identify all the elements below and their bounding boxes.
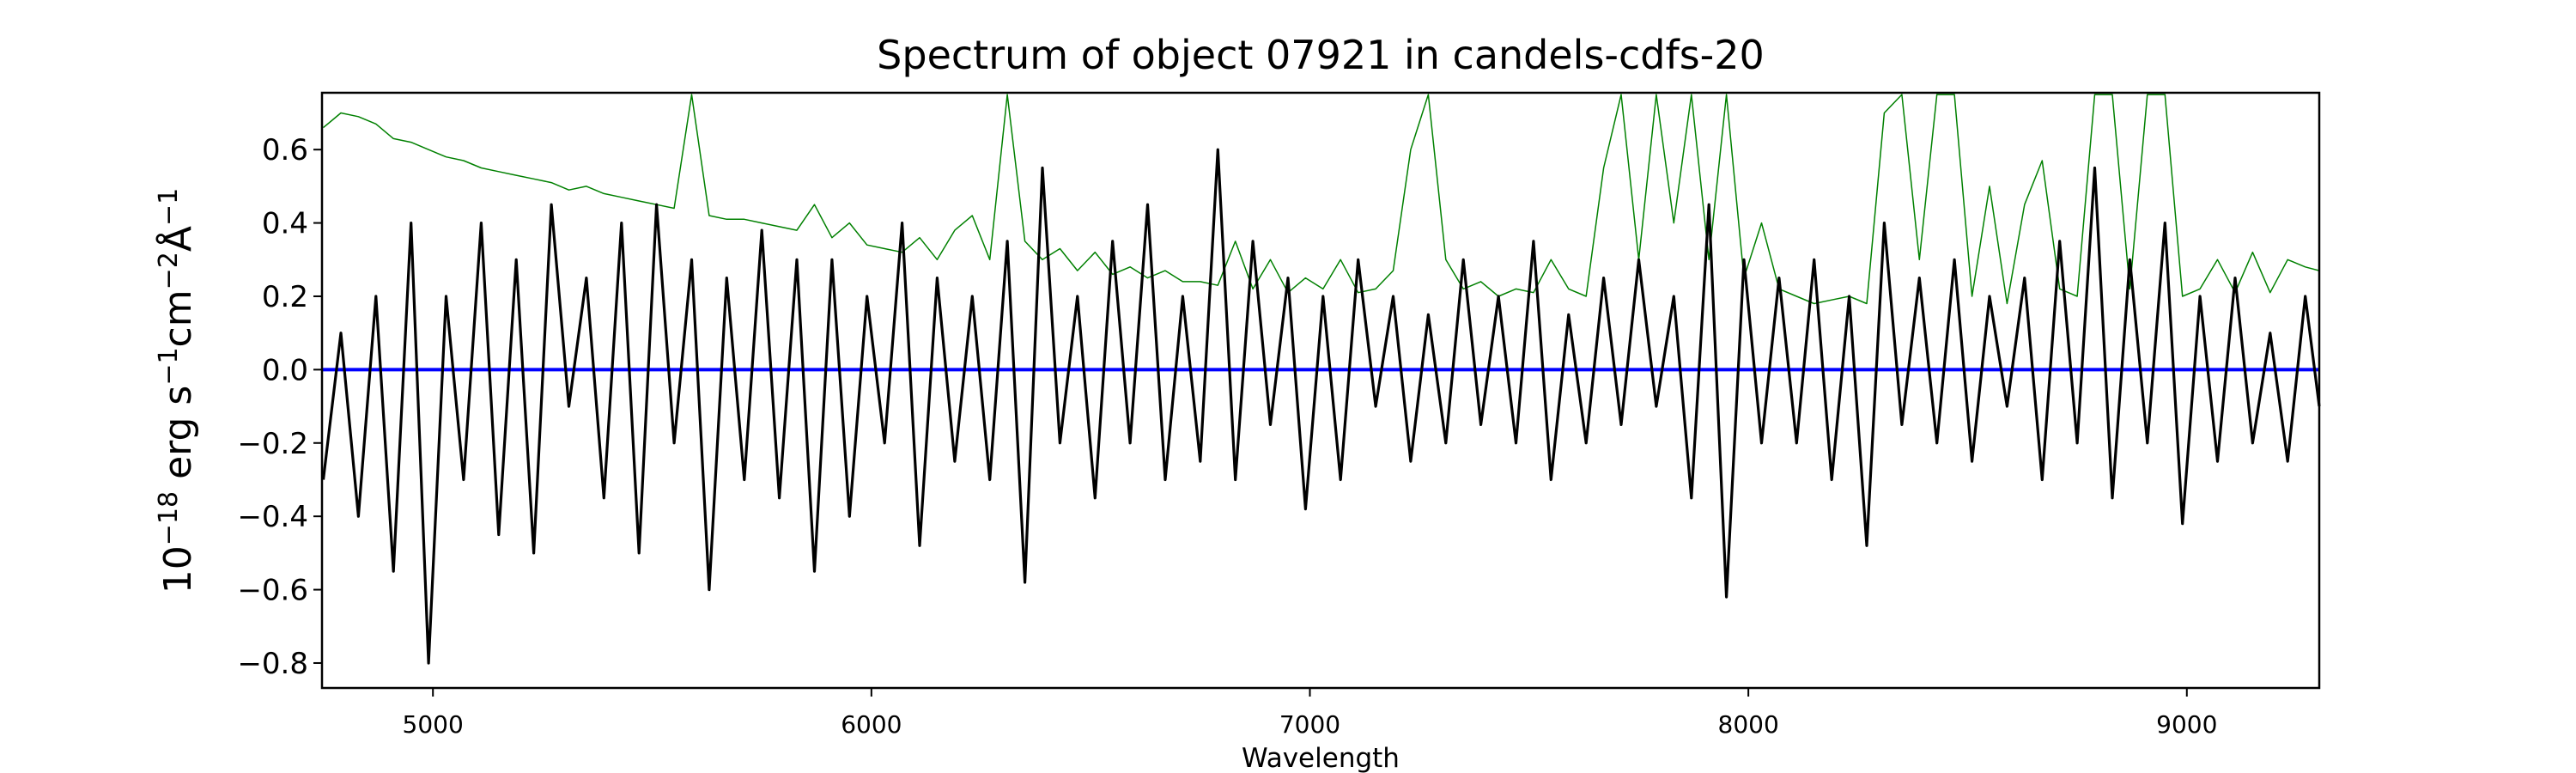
y-tick-label: −0.8 (237, 647, 308, 681)
axes-frame (320, 91, 2321, 690)
axis-ticks: 5000 6000 7000 8000 9000 −0.8 −0.6 −0.4 −0.2 0.0 0… (237, 133, 2217, 739)
x-axis-label: Wavelength (1242, 743, 1400, 773)
y-tick-label: 0.6 (262, 133, 308, 167)
x-tick-label: 7000 (1279, 710, 1340, 739)
plot-area (321, 94, 2321, 665)
chart-title: Spectrum of object 07921 in candels-cdfs… (877, 32, 1765, 78)
y-tick-label: 0.2 (262, 280, 308, 314)
y-tick-label: −0.2 (237, 427, 308, 461)
x-tick-label: 5000 (403, 710, 464, 739)
y-tick-label: −0.6 (237, 574, 308, 608)
contamination-series-line (323, 94, 2320, 305)
x-tick-label: 8000 (1718, 710, 1779, 739)
y-axis-label: 10−18 erg s−1cm−2Å−1 (154, 188, 200, 593)
y-tick-label: 0.0 (262, 353, 308, 387)
y-tick-label: 0.4 (262, 207, 308, 241)
y-tick-label: −0.4 (237, 500, 308, 534)
flux-series-line (321, 148, 2321, 665)
x-tick-label: 9000 (2156, 710, 2217, 739)
x-tick-label: 6000 (841, 710, 902, 739)
